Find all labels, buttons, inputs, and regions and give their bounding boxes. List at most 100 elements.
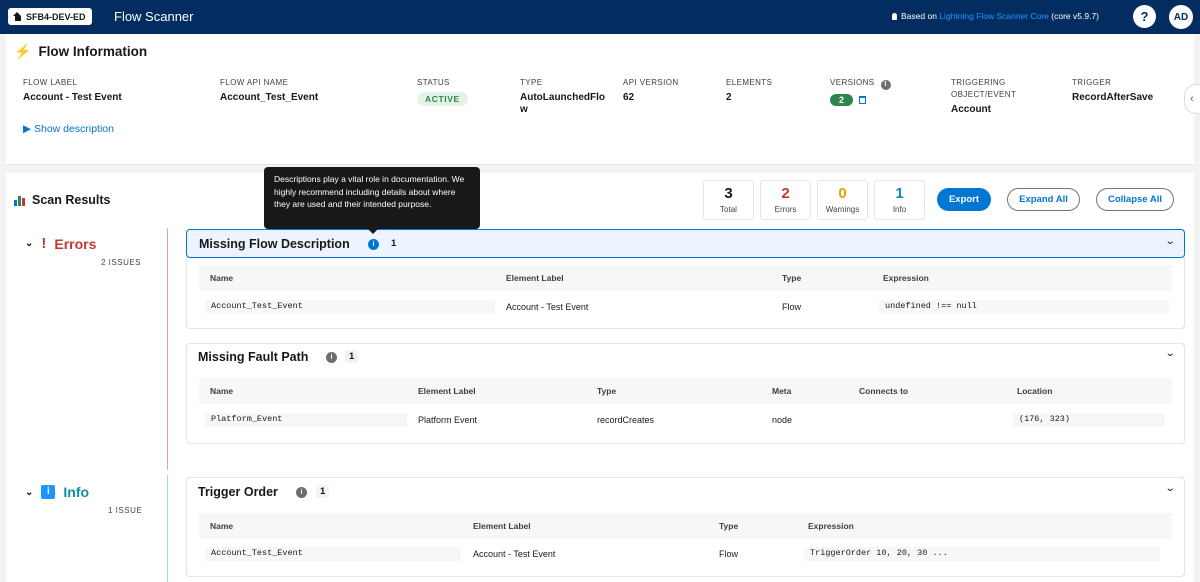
info-icon[interactable]: i xyxy=(326,352,337,363)
column-header: Element Label xyxy=(473,521,531,531)
stat-value: 3 xyxy=(724,185,733,202)
flow-information-title: ⚡ Flow Information xyxy=(14,43,147,60)
field-label: ELEMENTS xyxy=(726,78,773,87)
lightbulb-icon xyxy=(892,13,897,20)
field-type: TYPE AutoLaunchedFlow xyxy=(520,77,610,116)
column-header: Type xyxy=(782,273,802,283)
cell-element-label: Account - Test Event xyxy=(506,302,589,312)
user-avatar[interactable]: AD xyxy=(1169,5,1193,29)
errors-issue-count: 2 ISSUES xyxy=(101,258,142,267)
versions-label: VERSIONS xyxy=(830,78,875,87)
column-header: Name xyxy=(210,521,234,531)
cell-type: Flow xyxy=(782,302,802,312)
field-label: TRIGGERING OBJECT/EVENT xyxy=(951,78,1017,99)
rule-name: Trigger Order xyxy=(198,485,278,499)
scan-results-title: Scan Results xyxy=(14,193,111,207)
cell-expression: undefined !== null xyxy=(879,300,1169,314)
stat-info: 1 Info xyxy=(874,180,925,220)
home-icon xyxy=(13,12,22,21)
cell-element-label: Platform Event xyxy=(418,415,478,425)
info-divider xyxy=(167,475,168,582)
table-header: Name Element Label Type Expression xyxy=(199,513,1172,539)
based-on-text: Based on Lightning Flow Scanner Core (co… xyxy=(892,11,1099,21)
field-value: 62 xyxy=(623,92,635,103)
bar-chart-icon xyxy=(14,195,25,206)
top-navigation-bar: SFB4-DEV-ED Flow Scanner Based on Lightn… xyxy=(0,0,1200,34)
column-header: Type xyxy=(719,521,739,531)
chevron-down-icon[interactable]: ⌄ xyxy=(1164,236,1176,247)
stat-label: Warnings xyxy=(825,205,860,214)
cell-name: Account_Test_Event xyxy=(205,300,495,314)
stat-value: 0 xyxy=(838,185,847,202)
field-value: AutoLaunchedFlow xyxy=(520,92,605,115)
show-description-label: Show description xyxy=(34,123,114,135)
field-label: TRIGGER xyxy=(1072,78,1112,87)
export-button[interactable]: Export xyxy=(937,188,991,211)
stat-label: Errors xyxy=(774,205,797,214)
core-version: (core v5.9.7) xyxy=(1051,11,1100,21)
help-button[interactable]: ? xyxy=(1133,5,1156,28)
column-header: Element Label xyxy=(418,386,476,396)
cell-location: (176, 323) xyxy=(1013,413,1165,427)
errors-divider xyxy=(167,228,168,470)
info-icon[interactable]: i xyxy=(368,239,379,250)
cell-name: Account_Test_Event xyxy=(205,547,461,561)
rule-missing-fault-path: Missing Fault Path i 1 ⌄ Name Element La… xyxy=(186,343,1185,444)
expand-all-button[interactable]: Expand All xyxy=(1007,188,1080,211)
status-badge: ACTIVE xyxy=(417,92,468,106)
field-flow-label: FLOW LABEL Account - Test Event xyxy=(23,77,122,104)
field-triggering-object: TRIGGERING OBJECT/EVENT Account xyxy=(951,77,1051,116)
rule-header[interactable]: Trigger Order i 1 ⌄ xyxy=(187,478,1184,505)
stat-value: 1 xyxy=(895,185,904,202)
chevron-down-icon[interactable]: ⌄ xyxy=(1164,483,1176,494)
scan-results-heading: Scan Results xyxy=(32,193,111,207)
versions-count-badge: 2 xyxy=(830,94,854,106)
field-api-version: API VERSION 62 xyxy=(623,77,679,104)
field-value: RecordAfterSave xyxy=(1072,92,1154,103)
column-header: Location xyxy=(1017,386,1053,396)
chevron-left-icon: ‹ xyxy=(1190,93,1194,105)
cell-type: Flow xyxy=(719,549,739,559)
scan-results-card: Scan Results 3 Total 2 Errors 0 Warnings… xyxy=(6,173,1194,582)
table-header: Name Element Label Type Expression xyxy=(199,265,1172,291)
info-icon[interactable]: i xyxy=(296,487,307,498)
collapse-all-button[interactable]: Collapse All xyxy=(1096,188,1174,211)
stat-warnings: 0 Warnings xyxy=(817,180,868,220)
trash-icon[interactable] xyxy=(859,96,867,104)
field-value: Account_Test_Event xyxy=(220,92,319,103)
info-group-header[interactable]: ⌄ i Info xyxy=(25,484,89,500)
description-tooltip: Descriptions play a vital role in docume… xyxy=(264,167,480,234)
based-on-prefix: Based on xyxy=(901,11,937,21)
cell-name: Platform_Event xyxy=(205,413,407,427)
info-icon[interactable]: i xyxy=(880,80,891,90)
rule-trigger-order: Trigger Order i 1 ⌄ Name Element Label T… xyxy=(186,477,1185,577)
column-header: Name xyxy=(210,273,234,283)
table-row: Platform_Event Platform Event recordCrea… xyxy=(199,407,1172,433)
stat-value: 2 xyxy=(781,185,790,202)
app-title: Flow Scanner xyxy=(114,9,194,24)
stat-errors: 2 Errors xyxy=(760,180,811,220)
triangle-right-icon: ▶ xyxy=(23,123,32,135)
lightning-bolt-icon: ⚡ xyxy=(14,43,32,59)
show-description-toggle[interactable]: ▶ Show description xyxy=(23,123,114,135)
field-value: Account xyxy=(951,104,991,115)
info-issue-count: 1 ISSUE xyxy=(108,506,143,515)
exclamation-icon: ! xyxy=(41,235,47,252)
field-versions: VERSIONS i 2 xyxy=(830,77,891,108)
column-header: Meta xyxy=(772,386,792,396)
chevron-down-icon[interactable]: ⌄ xyxy=(1164,348,1176,359)
rule-missing-flow-description: Missing Flow Description i 1 ⌄ Name Elem… xyxy=(186,229,1185,329)
lightning-flow-scanner-link[interactable]: Lightning Flow Scanner Core xyxy=(939,11,1049,21)
field-label: API VERSION xyxy=(623,78,679,87)
field-value: Account - Test Event xyxy=(23,92,122,103)
cell-meta: node xyxy=(772,415,793,425)
panel-collapse-tab[interactable]: ‹ xyxy=(1184,84,1200,114)
errors-group-header[interactable]: ⌄ ! Errors xyxy=(25,235,96,252)
field-trigger: TRIGGER RecordAfterSave xyxy=(1072,77,1153,104)
rule-header[interactable]: Missing Flow Description i 1 ⌄ xyxy=(186,229,1185,258)
info-group-label: Info xyxy=(63,484,90,500)
field-status: STATUS ACTIVE xyxy=(417,77,468,107)
rule-header[interactable]: Missing Fault Path i 1 ⌄ xyxy=(187,344,1184,371)
cell-element-label: Account - Test Event xyxy=(473,549,556,559)
org-badge[interactable]: SFB4-DEV-ED xyxy=(8,8,92,25)
